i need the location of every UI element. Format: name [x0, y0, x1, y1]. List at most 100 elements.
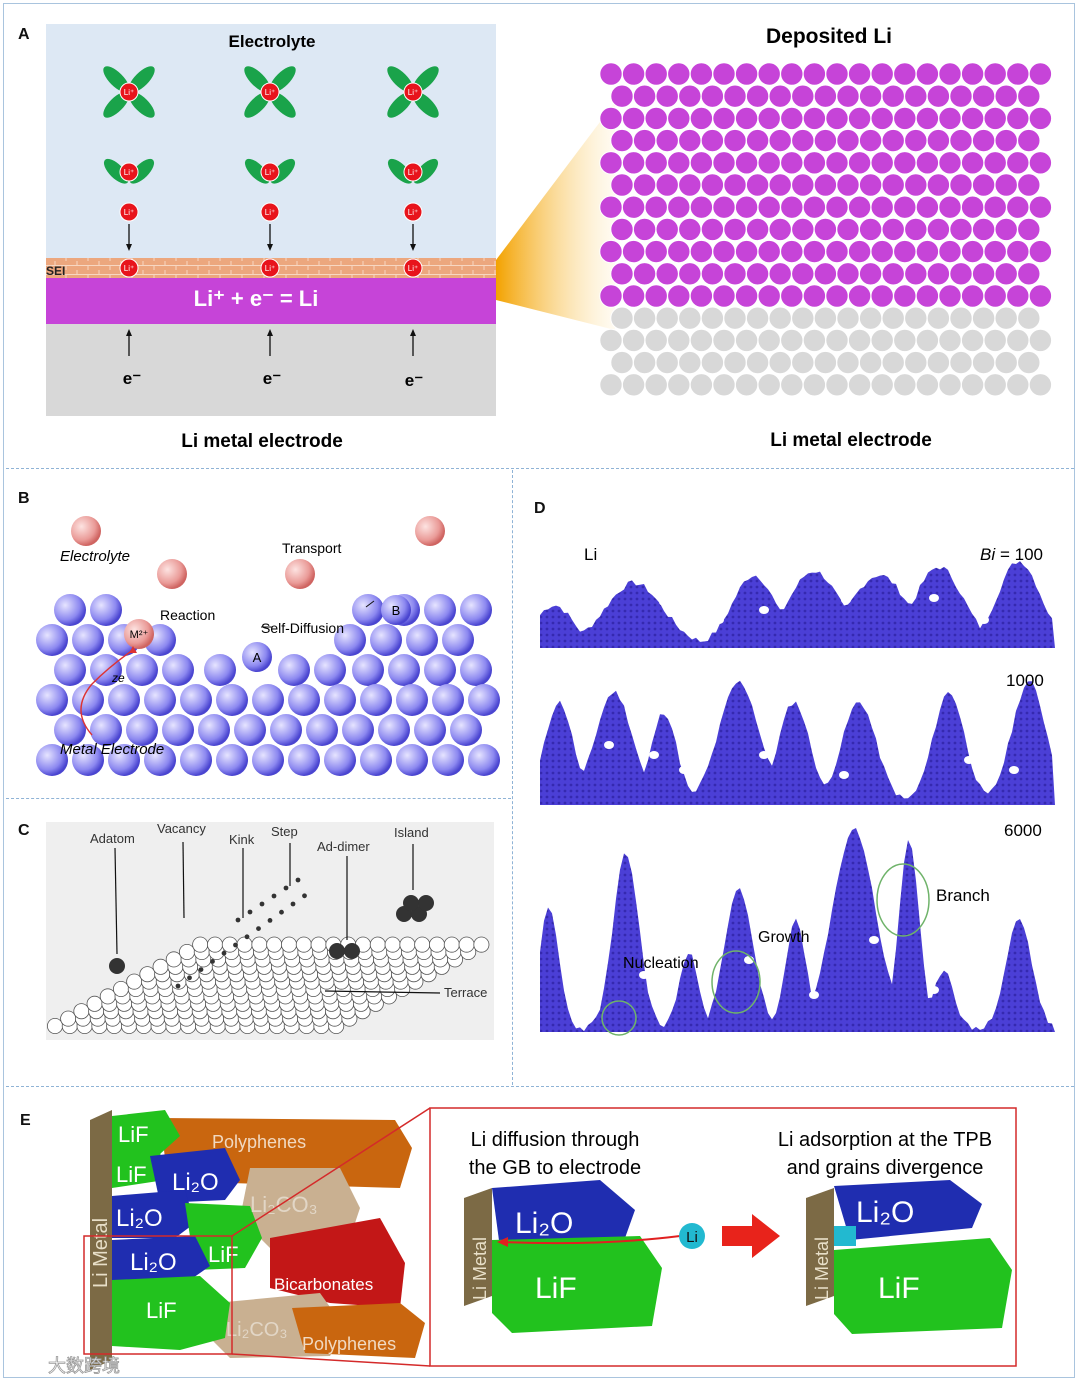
electrode-atom [414, 714, 446, 746]
step2-li2o-label: Li₂O [856, 1196, 914, 1229]
lattice-atom [632, 306, 657, 330]
lattice-atom [802, 62, 827, 86]
lattice-atom [825, 106, 849, 131]
electrode-atom [216, 744, 248, 776]
electrode-atom [360, 684, 392, 716]
lattice-atom [678, 173, 702, 197]
void [964, 756, 974, 764]
step-edge-dot [198, 967, 204, 972]
panel-e: Li Metal LiF Polyphenes LiF Li₂O Li₂O Li… [48, 1107, 1017, 1376]
current-collector [46, 324, 496, 416]
lattice-atom [791, 350, 815, 375]
void [809, 726, 819, 734]
lattice-atom [667, 195, 691, 219]
lattice-atom [734, 373, 759, 397]
lattice-atom [1017, 217, 1041, 242]
lattice-atom [712, 195, 736, 219]
component-label: Li₂O [130, 1249, 177, 1276]
lattice-atom [971, 262, 996, 286]
ion-symbol: M²⁺ [130, 629, 149, 641]
lattice-atom [1006, 373, 1030, 397]
lattice-atom [994, 262, 1018, 286]
zoom-line [231, 1353, 431, 1367]
lattice-atom [870, 151, 894, 175]
lattice-atom [881, 84, 905, 108]
lattice-atom [858, 306, 883, 330]
lattice-atom [915, 373, 940, 397]
lattice-atom [949, 306, 973, 330]
panel-c: Adatom Vacancy Kink Step Ad-dimer Island… [46, 821, 494, 1040]
surface-atom [384, 936, 401, 953]
surface-atom [152, 958, 169, 975]
terrace-label: Terrace [444, 985, 487, 1000]
lattice-atom [802, 284, 827, 308]
lattice-atom [960, 373, 985, 397]
surface-atom [139, 966, 156, 983]
lattice-atom [915, 106, 940, 131]
lattice-atom [870, 373, 894, 397]
electrode-atom [144, 684, 176, 716]
electrode-atom [396, 744, 428, 776]
lattice-atom [836, 128, 860, 153]
lattice-atom [994, 350, 1018, 375]
lattice-atom [791, 217, 815, 242]
li-ion [403, 258, 423, 278]
li2o-block-3 [112, 1236, 210, 1280]
lattice-atom [893, 373, 917, 397]
surface-atom [126, 973, 143, 990]
lattice-atom [971, 217, 996, 242]
electron-arrowhead [267, 329, 273, 336]
void [604, 741, 614, 749]
step2-adsorbed-li [834, 1226, 856, 1246]
lattice-atom [757, 62, 781, 86]
site-b-label: B [392, 603, 401, 618]
void [759, 751, 769, 759]
electrode-atom [370, 624, 402, 656]
zoom-box [83, 1235, 233, 1355]
ze-label: ze [111, 671, 125, 685]
electrode-atom [424, 594, 456, 626]
li-ion-label: Li⁺ [408, 168, 418, 177]
lattice-atom [723, 350, 747, 375]
step2-li2o [834, 1180, 982, 1240]
lattice-atom [994, 173, 1018, 197]
vacancy-label: Vacancy [157, 821, 206, 836]
step-edge-dot [187, 975, 192, 981]
lattice-atom [734, 328, 759, 353]
nucleation-label: Nucleation [623, 955, 699, 972]
lattice-atom [960, 328, 985, 353]
electrode-atom [36, 624, 68, 656]
electrode-atom [288, 684, 320, 716]
deposit-bi-6000 [540, 828, 1055, 1032]
lattice-atom [1006, 284, 1030, 308]
deposit-bi-100 [540, 561, 1055, 648]
kink-dot [283, 885, 289, 891]
lattice-atom [858, 350, 883, 375]
li-ion-label: Li⁺ [408, 264, 418, 273]
lattice-atom [1028, 62, 1053, 86]
lattice-atom [780, 284, 804, 308]
li-ion [119, 82, 139, 102]
lattice-atom [689, 195, 714, 219]
lattice-atom [768, 84, 792, 108]
surface-atom [399, 936, 416, 953]
lattice-atom [971, 84, 996, 108]
electrode-atom [216, 684, 248, 716]
lattice-atom [780, 62, 804, 86]
electron-label: e⁻ [263, 369, 281, 388]
site-a-label: A [253, 650, 262, 665]
panel-c-label: C [18, 822, 30, 839]
component-label: LiF [118, 1122, 149, 1147]
adatom-label: Adatom [90, 831, 135, 846]
reaction-arrowhead [129, 646, 137, 653]
lattice-atom [655, 306, 679, 330]
li-ion-label: Li⁺ [124, 88, 134, 97]
lattice-atom [836, 173, 860, 197]
lattice-atom [644, 328, 668, 353]
lattice-atom [644, 106, 668, 131]
panel-d-label: D [534, 500, 546, 517]
lattice-atom [926, 262, 951, 286]
lattice-atom [870, 239, 894, 264]
lattice-atom [768, 128, 792, 153]
lattice-atom [745, 262, 770, 286]
